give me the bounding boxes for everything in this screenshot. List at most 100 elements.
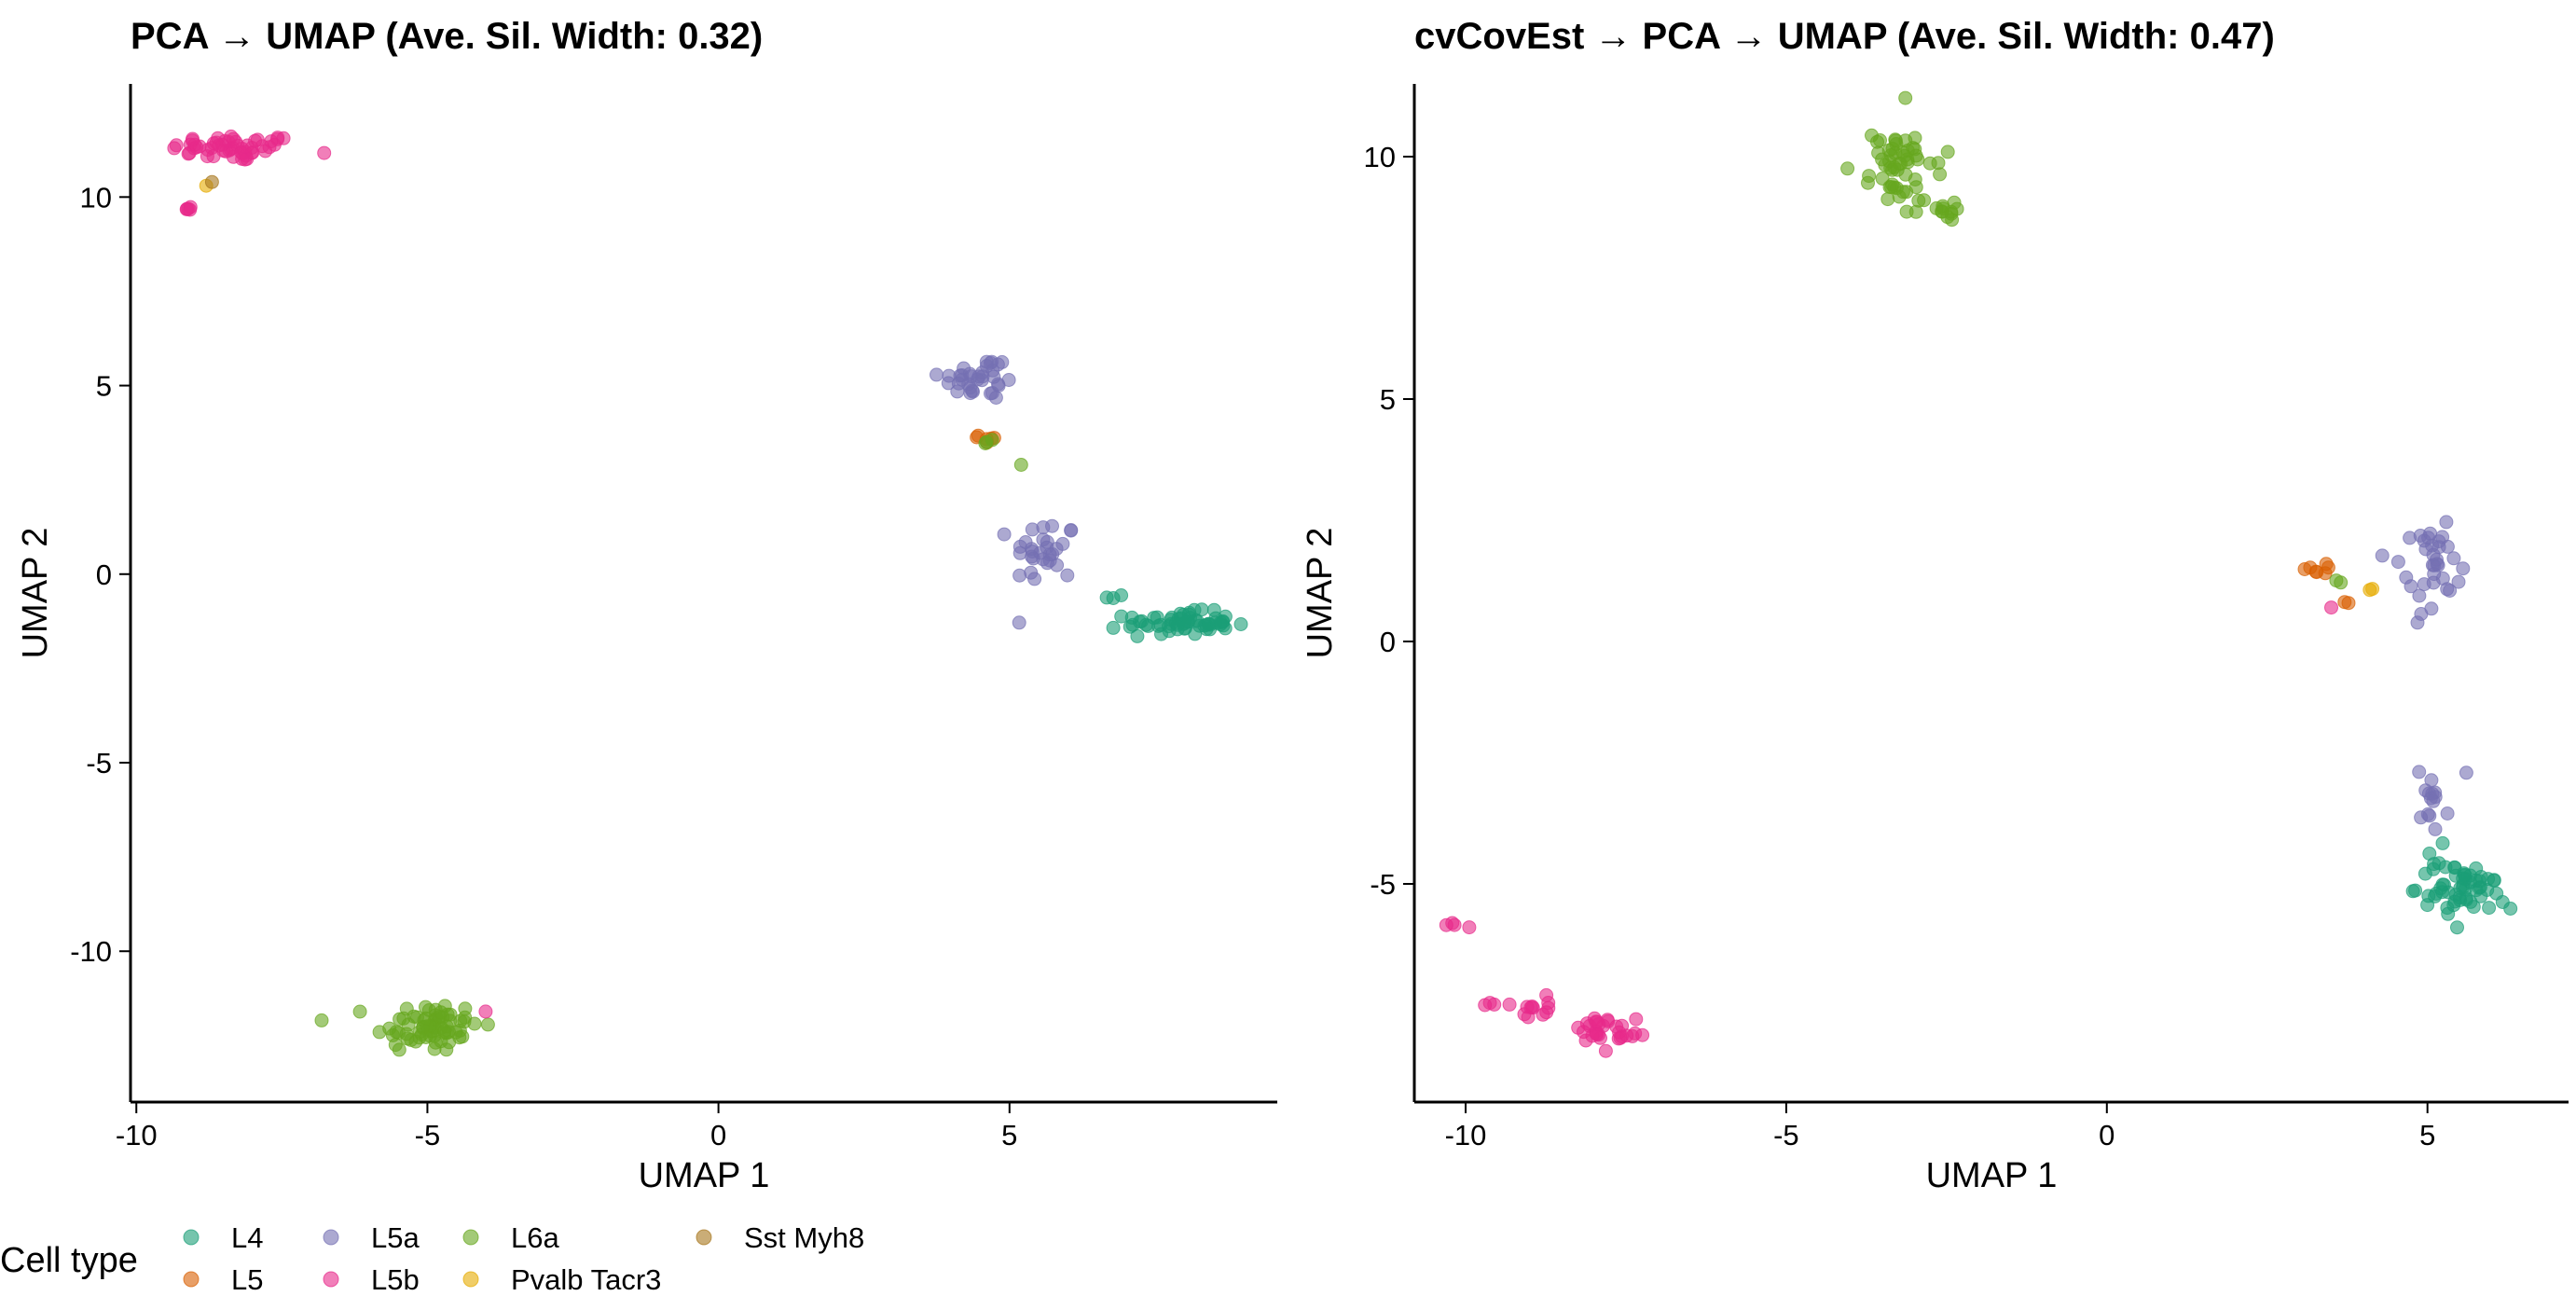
data-point <box>1888 133 1903 148</box>
data-point <box>1933 167 1948 182</box>
legend-label: Pvalb Tacr3 <box>511 1263 661 1296</box>
data-point <box>1940 145 1955 159</box>
data-point <box>1233 617 1248 631</box>
data-point <box>2390 555 2405 570</box>
data-point <box>2428 821 2443 836</box>
data-point <box>2447 860 2462 875</box>
data-point <box>1024 565 1039 580</box>
data-point <box>235 151 250 166</box>
y-tick-label: 5 <box>1380 383 1396 416</box>
data-point <box>995 354 1010 369</box>
data-point <box>2489 886 2504 901</box>
x-tick-label: -10 <box>1445 1119 1487 1151</box>
data-point <box>1922 156 1937 171</box>
y-tick-label: -5 <box>86 747 112 779</box>
data-point <box>2482 901 2497 916</box>
data-point <box>262 140 277 155</box>
legend-label: L6a <box>511 1221 559 1254</box>
axis-ticks: -10 -5 0 5 -5 0 5 10 <box>1364 141 2436 1151</box>
data-point <box>955 372 970 387</box>
data-point <box>1577 1025 1591 1040</box>
data-point <box>2447 894 2462 909</box>
data-point <box>2303 560 2318 575</box>
data-point <box>439 1019 454 1034</box>
data-point <box>434 1005 448 1020</box>
data-point <box>2324 600 2338 615</box>
legend-item: L5b <box>323 1263 420 1296</box>
data-point <box>167 141 182 156</box>
data-point <box>1060 568 1075 583</box>
data-point <box>2429 887 2444 901</box>
data-point <box>1218 621 1233 636</box>
y-axis-label: UMAP 2 <box>16 528 55 659</box>
data-point <box>2456 561 2471 576</box>
data-point <box>1036 520 1051 535</box>
data-point <box>1908 131 1922 145</box>
data-point <box>1911 193 1926 208</box>
umap-plot-cvcovest: cvCovEst → PCA → UMAP (Ave. Sil. Width: … <box>1301 16 2569 1195</box>
legend-swatch <box>323 1271 339 1288</box>
data-point <box>2412 588 2427 603</box>
legend-item: L6a <box>462 1221 559 1254</box>
data-point <box>1099 590 1114 605</box>
data-point <box>1885 177 1900 192</box>
data-point <box>971 372 985 387</box>
data-point <box>1199 622 1214 637</box>
data-point <box>1050 558 1065 572</box>
x-axis-label: UMAP 1 <box>639 1156 770 1195</box>
data-point <box>317 145 332 160</box>
data-point <box>2459 765 2473 780</box>
data-point <box>314 1013 329 1027</box>
data-point <box>1125 617 1140 632</box>
data-point <box>1055 536 1070 551</box>
data-point <box>1164 613 1178 627</box>
data-point <box>2473 870 2488 884</box>
data-point <box>1478 998 1493 1013</box>
y-tick-label: 10 <box>1364 141 1396 173</box>
data-point <box>1619 1028 1634 1043</box>
data-point <box>352 1004 367 1019</box>
data-point <box>1462 920 1477 935</box>
legend-swatch <box>462 1229 479 1246</box>
data-point <box>382 1021 397 1036</box>
data-point <box>2446 551 2461 566</box>
data-point <box>186 131 200 146</box>
data-point <box>2503 902 2518 916</box>
legend-label: L5a <box>371 1221 420 1254</box>
legend-item: Sst Myh8 <box>696 1221 864 1254</box>
data-point <box>2450 920 2464 935</box>
data-point <box>1012 539 1027 554</box>
y-tick-label: 10 <box>80 181 112 214</box>
x-tick-label: 5 <box>1001 1119 1017 1151</box>
data-point <box>963 386 978 401</box>
data-point <box>978 436 993 450</box>
data-point <box>2428 790 2443 805</box>
data-point <box>1502 997 1517 1012</box>
data-point <box>2418 866 2432 881</box>
data-point <box>406 1009 421 1024</box>
data-point <box>1536 1007 1550 1022</box>
data-point <box>1898 90 1913 105</box>
data-point <box>1188 613 1203 627</box>
data-point <box>2486 874 2501 888</box>
data-point <box>2420 807 2435 821</box>
legend-item: L5a <box>323 1221 420 1254</box>
umap-plot-pca: PCA → UMAP (Ave. Sil. Width: 0.32) -10 -5… <box>16 16 1277 1195</box>
data-point <box>979 354 994 369</box>
data-point <box>1908 204 1923 219</box>
axis-ticks: -10 -5 0 5 -10 -5 0 5 10 <box>70 181 1017 1151</box>
data-point <box>2427 567 2442 582</box>
data-point <box>1064 523 1079 538</box>
scatter-points <box>1439 90 2518 1058</box>
x-tick-label: -5 <box>1773 1119 1799 1151</box>
data-point <box>1865 128 1879 143</box>
data-point <box>2435 530 2450 545</box>
plot-title: cvCovEst → PCA → UMAP (Ave. Sil. Width: … <box>1414 16 2275 57</box>
plot-title: PCA → UMAP (Ave. Sil. Width: 0.32) <box>131 16 763 57</box>
y-tick-label: 0 <box>1380 626 1396 658</box>
data-point <box>439 1042 454 1057</box>
legend-swatch <box>183 1229 200 1246</box>
data-point <box>1862 169 1877 184</box>
scatter-points <box>167 129 1248 1057</box>
